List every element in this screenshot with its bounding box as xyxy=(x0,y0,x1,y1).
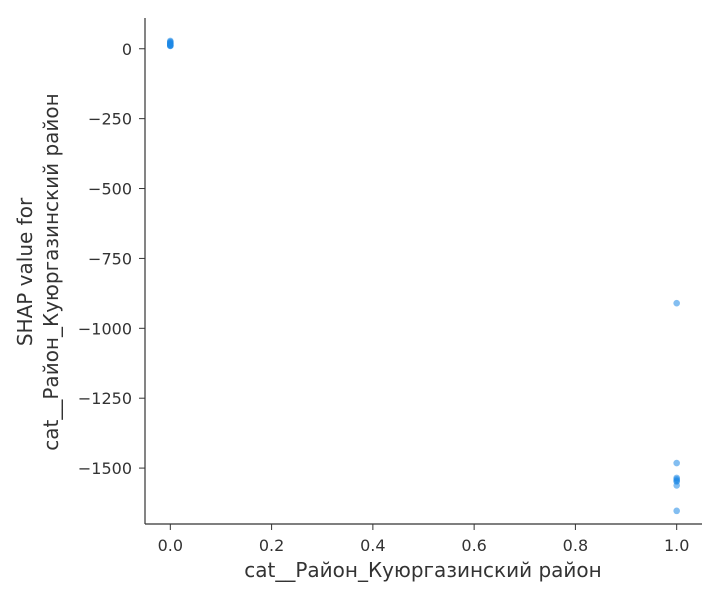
y-axis-label-line-2: cat__Район_Куюргазинский район xyxy=(39,93,63,450)
data-point xyxy=(673,482,680,489)
x-axis-ticks: 0.0 0.2 0.4 0.6 0.8 1.0 xyxy=(158,524,689,555)
data-point xyxy=(673,459,680,467)
y-tick-label: 0 xyxy=(122,40,132,59)
x-tick-label: 0.8 xyxy=(563,536,588,555)
y-axis-label-line-1: SHAP value for xyxy=(13,197,37,346)
y-tick-label: −500 xyxy=(88,180,132,199)
x-tick-label: 0.4 xyxy=(360,536,385,555)
x-tick-label: 0.0 xyxy=(158,536,183,555)
x-tick-label: 1.0 xyxy=(664,536,689,555)
data-point xyxy=(167,42,174,50)
data-point xyxy=(673,507,680,515)
x-tick-label: 0.2 xyxy=(259,536,284,555)
y-tick-label: −250 xyxy=(88,110,132,129)
y-tick-label: −1250 xyxy=(78,389,132,408)
y-tick-label: −750 xyxy=(88,249,132,268)
data-points xyxy=(167,37,680,515)
y-axis-ticks: 0 −250 −500 −750 −1000 −1250 −1500 xyxy=(78,40,145,478)
y-tick-label: −1000 xyxy=(78,319,132,338)
x-axis-label: cat__Район_Куюргазинский район xyxy=(244,558,601,582)
data-point xyxy=(673,299,680,307)
x-tick-label: 0.6 xyxy=(461,536,486,555)
y-tick-label: −1500 xyxy=(78,459,132,478)
